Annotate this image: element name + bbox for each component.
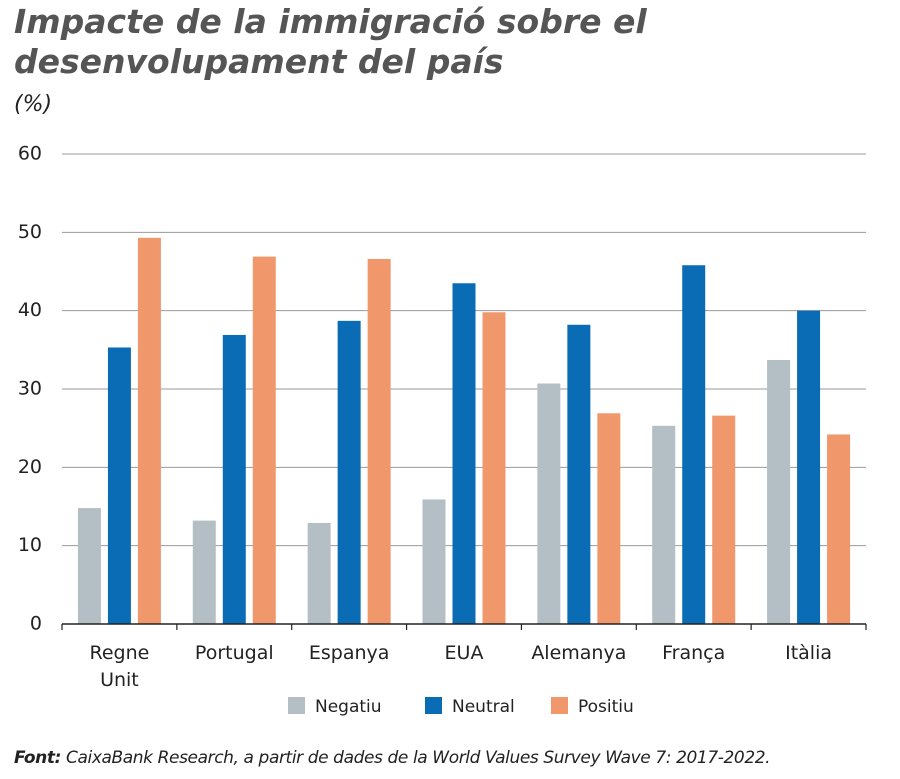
y-tick-label: 20 [18,456,42,478]
bar [422,499,446,624]
x-tick-label: Portugal [194,642,274,664]
bar [537,383,561,624]
source-text: CaixaBank Research, a partir de dades de… [66,748,771,768]
x-tick-label: Alemanya [531,642,627,664]
bar [712,415,736,624]
bar [252,256,276,624]
bar [597,413,621,624]
bar [797,310,821,624]
y-tick-label: 40 [18,299,42,321]
legend-label: Positiu [578,697,634,717]
legend-swatch [425,697,442,714]
bar [452,283,476,624]
bar [767,360,791,624]
legend-swatch [288,697,305,714]
bar [337,320,361,624]
bar [222,334,246,624]
bar [482,312,506,624]
bar [567,324,591,624]
x-tick-label: França [662,642,726,664]
bar [827,434,851,624]
x-tick-label: Regne Unit [89,642,150,691]
bar [652,425,676,624]
x-tick-label: Espanya [308,642,390,664]
bar [307,522,331,624]
y-tick-label: 0 [30,613,42,635]
chart-subtitle: (%) [14,92,53,117]
y-tick-label: 10 [18,534,42,556]
source: Font: CaixaBank Research, a partir de da… [14,748,771,768]
legend-label: Neutral [452,697,515,717]
bar [137,237,161,625]
bar [192,520,216,624]
x-tick-label: EUA [444,642,484,664]
bar [107,347,131,624]
y-tick-label: 30 [18,378,42,400]
legend-label: Negatiu [315,697,382,717]
bar [682,265,706,624]
bar [77,508,101,624]
chart-title: Impacte de la immigració sobre el desenv… [14,2,647,81]
legend-swatch [551,697,568,714]
y-tick-label: 50 [18,221,42,243]
y-tick-label: 60 [18,143,42,165]
bar [367,258,391,624]
source-label: Font: [14,748,61,768]
x-tick-label: Itàlia [785,642,833,664]
